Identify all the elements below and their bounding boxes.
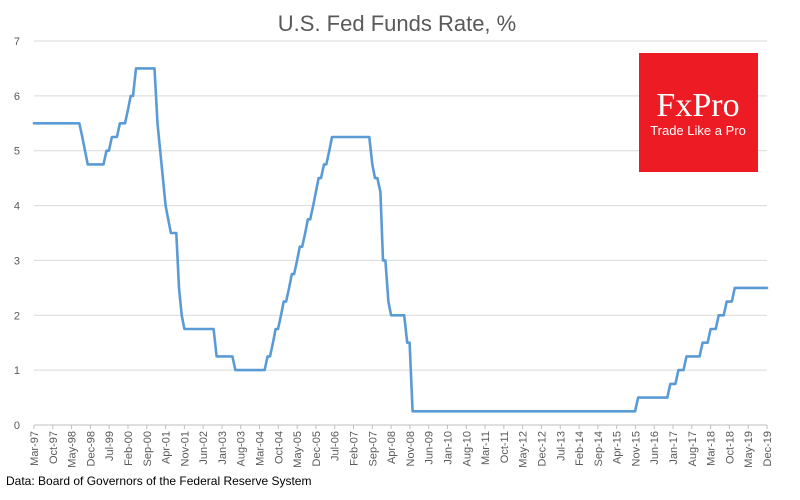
x-tick-label: Apr-08 (386, 431, 398, 464)
x-tick-label: Apr-01 (161, 431, 173, 464)
x-tick-label: Jul-06 (330, 431, 342, 461)
logo-background (639, 53, 758, 172)
x-tick-label: Sep-07 (367, 431, 379, 466)
x-tick-label: Jun-02 (198, 431, 210, 465)
x-tick-label: Dec-12 (536, 431, 548, 466)
y-tick-label: 5 (14, 146, 20, 158)
x-tick-label: Jul-13 (555, 431, 567, 461)
x-tick-label: Jan-03 (217, 431, 229, 465)
x-tick-label: Mar-97 (29, 431, 41, 466)
source-note: Data: Board of Governors of the Federal … (6, 474, 311, 488)
x-tick-label: Jan-17 (668, 431, 680, 465)
x-tick-label: Oct-04 (273, 431, 285, 464)
x-tick-label: Mar-11 (480, 431, 492, 465)
x-tick-label: Nov-15 (630, 431, 642, 466)
x-tick-label: Nov-08 (405, 431, 417, 466)
x-tick-label: Jun-09 (424, 431, 436, 465)
x-tick-label: Oct-18 (724, 431, 736, 464)
x-axis: Mar-97 Oct-97 May-98 Dec-98 Jul-99 Feb-00 Sep-… (29, 425, 774, 468)
x-tick-label: Oct-97 (48, 431, 60, 464)
x-tick-label: Dec-05 (311, 431, 323, 466)
x-tick-label: May-05 (292, 431, 304, 468)
y-tick-label: 4 (14, 201, 20, 213)
brand-logo: FxPro Trade Like a Pro (639, 53, 758, 172)
x-tick-label: Feb-07 (349, 431, 361, 466)
x-tick-label: Dec-98 (85, 431, 97, 466)
y-axis: 0 1 2 3 4 5 6 7 (14, 36, 20, 432)
x-tick-label: Aug-10 (461, 431, 473, 466)
x-tick-label: Jul-99 (104, 431, 116, 461)
x-tick-label: May-12 (518, 431, 530, 468)
x-tick-label: Aug-03 (236, 431, 248, 466)
x-tick-label: May-98 (67, 431, 79, 468)
y-tick-label: 3 (14, 255, 20, 267)
x-tick-label: Jun-16 (649, 431, 661, 465)
series-line-0 (32, 67, 769, 413)
logo-tagline: Trade Like a Pro (650, 123, 746, 138)
x-tick-label: Mar-04 (255, 431, 267, 466)
chart-title: U.S. Fed Funds Rate, % (278, 11, 516, 36)
x-tick-label: Aug-17 (687, 431, 699, 466)
x-tick-label: Mar-18 (706, 431, 718, 466)
y-tick-label: 0 (14, 420, 20, 432)
x-tick-label: Oct-11 (499, 431, 511, 463)
x-tick-label: Sep-14 (593, 431, 605, 466)
x-tick-label: Nov-01 (179, 431, 191, 466)
x-tick-label: Feb-00 (123, 431, 135, 466)
series-layer (32, 67, 769, 413)
x-tick-label: Apr-15 (612, 431, 624, 464)
y-tick-label: 7 (14, 36, 20, 48)
x-tick-label: Dec-19 (762, 431, 774, 466)
x-tick-label: May-19 (743, 431, 755, 468)
x-tick-label: Jan-10 (442, 431, 454, 465)
y-tick-label: 1 (14, 365, 20, 377)
x-tick-label: Feb-14 (574, 431, 586, 466)
y-tick-label: 2 (14, 310, 20, 322)
x-tick-label: Sep-00 (142, 431, 154, 466)
y-tick-label: 6 (14, 91, 20, 103)
logo-brand: FxPro (656, 87, 739, 124)
